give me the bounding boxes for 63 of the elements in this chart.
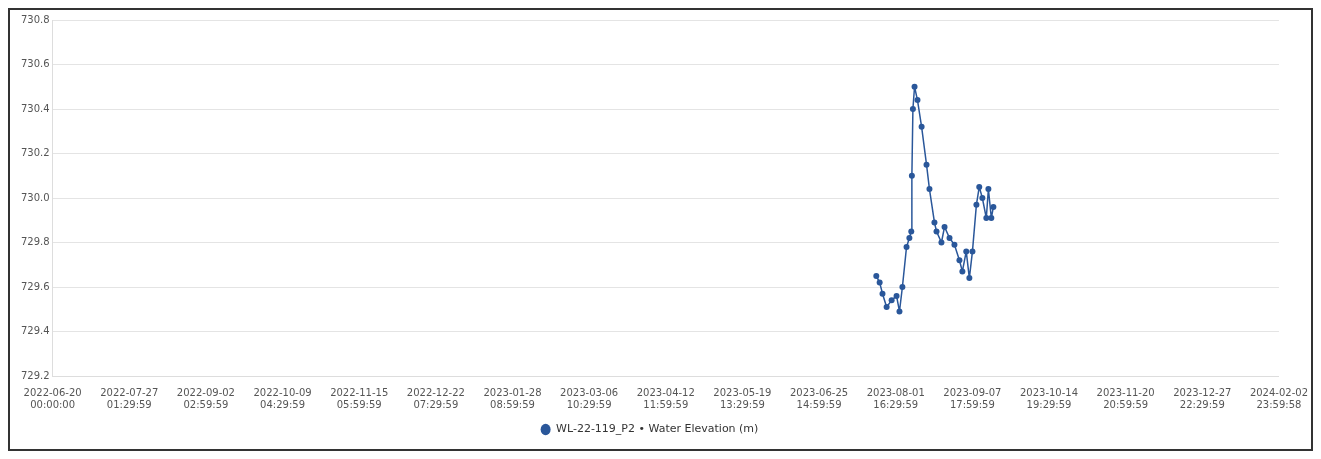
point [959,268,966,275]
y-tick-label: 730.2 [20,147,50,159]
point [951,241,958,248]
point [923,161,930,168]
point [926,186,933,193]
x-tick-label: 2022-11-15 05:59:59 [330,386,389,410]
x-tick-label: 2023-01-28 08:59:59 [483,386,542,410]
point [938,239,945,246]
y-tick-label: 730.6 [20,58,50,70]
point [988,215,995,222]
x-tick-label: 2023-03-06 10:29:59 [560,386,619,410]
x-tick-label: 2023-11-20 20:59:59 [1096,386,1155,410]
x-tick-label: 2022-06-20 00:00:00 [23,386,82,410]
point [966,275,973,282]
point [888,297,895,304]
y-tick-label: 729.8 [20,236,50,248]
point [903,243,910,250]
y-tick-label: 729.4 [20,325,50,337]
point [883,304,890,311]
point [976,183,983,190]
point [906,235,913,242]
point [914,97,921,104]
point [879,290,886,297]
y-tick-label: 729.6 [20,280,50,292]
point [941,223,948,230]
x-tick-label: 2023-06-25 14:59:59 [790,386,849,410]
point [909,106,916,112]
point [931,219,938,226]
x-tick-label: 2023-05-19 13:29:59 [713,386,772,410]
point [933,228,940,235]
x-tick-label: 2022-07-27 01:29:59 [100,386,159,410]
point [973,201,980,208]
x-tick-label: 2023-10-14 19:29:59 [1019,386,1079,410]
point [946,235,953,242]
x-tick-label: 2023-04-12 11:59:59 [636,386,695,410]
point [893,292,900,299]
point [873,272,880,279]
point [918,123,925,130]
point [963,248,970,255]
y-tick-label: 729.2 [20,369,50,381]
point [979,195,986,201]
x-tick-label: 2022-10-09 04:29:59 [253,386,312,410]
point [876,279,883,286]
y-tick-label: 730.8 [20,13,50,25]
point [990,203,997,210]
x-tick-label: 2023-08-01 16:29:59 [866,386,925,410]
y-tick-label: 730.0 [20,191,50,203]
point [896,308,903,315]
point [969,248,976,255]
y-tick-label: 730.4 [20,102,50,114]
point [983,215,990,222]
point [908,228,915,235]
point [899,284,906,290]
point [908,172,915,179]
legend-label: WL-22-119_P2 • Water Elevation (m) [556,422,759,436]
x-tick-label: 2024-02-02 23:59:58 [1249,386,1308,410]
x-tick-label: 2022-12-22 07:29:59 [406,386,465,410]
point [911,83,918,90]
point [956,257,963,264]
x-tick-label: 2022-09-02 02:59:59 [176,386,235,410]
x-tick-label: 2023-12-27 22:29:59 [1173,386,1232,410]
point [985,186,992,193]
x-tick-label: 2023-09-07 17:59:59 [943,386,1002,410]
